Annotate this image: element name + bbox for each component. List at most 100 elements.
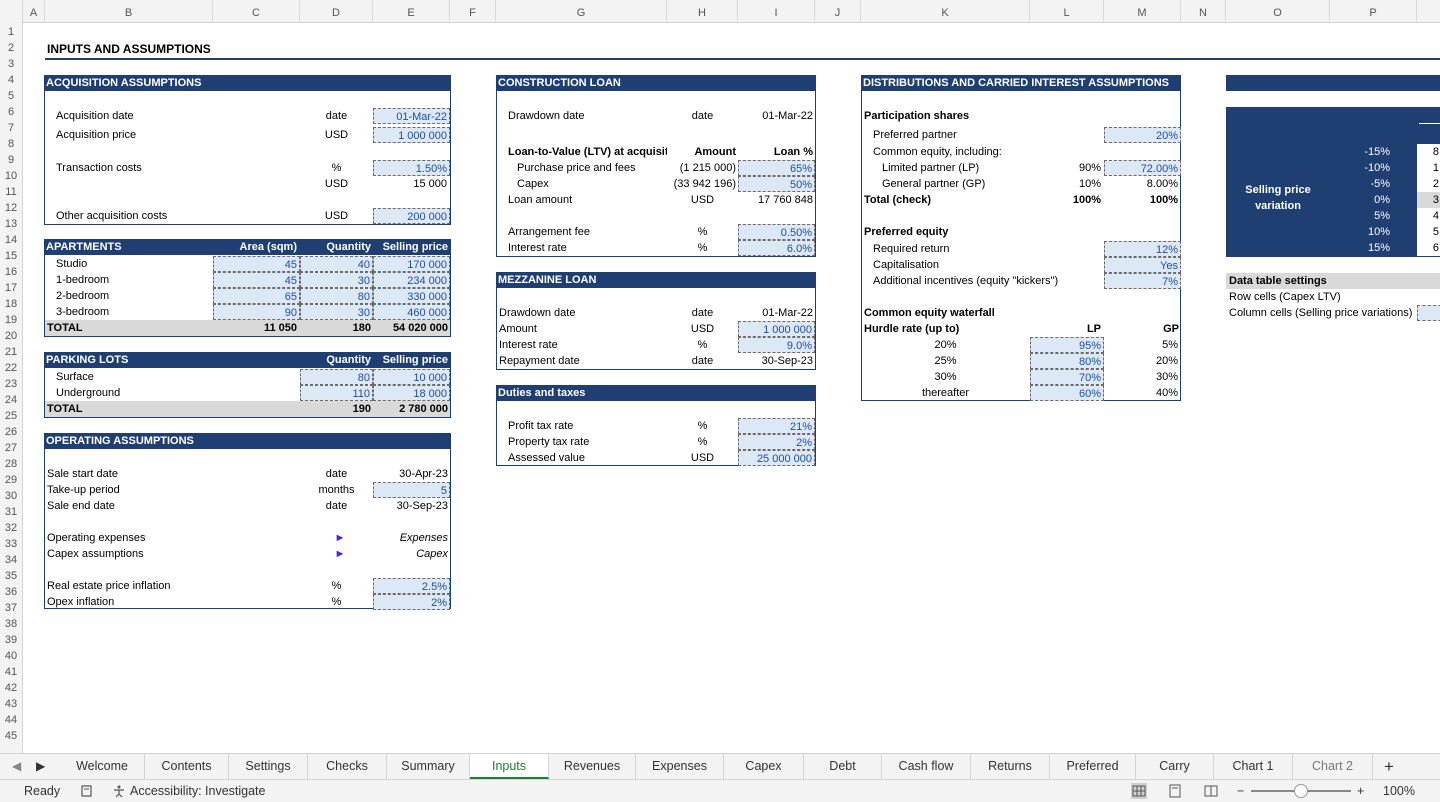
row-header[interactable]: 43 (4, 698, 18, 710)
row-header[interactable]: 28 (4, 458, 18, 470)
capex-ltv-input[interactable]: 50% (738, 176, 815, 192)
col-header-o[interactable]: O (1226, 0, 1330, 23)
sheet-tab[interactable]: Contents (145, 754, 229, 779)
sheet-tab[interactable]: Expenses (636, 754, 724, 779)
col-header-g[interactable]: G (496, 0, 667, 23)
apt-price-input[interactable]: 330 000 (373, 288, 450, 304)
select-all-corner[interactable] (0, 0, 23, 23)
zoom-out-icon[interactable]: − (1237, 784, 1245, 798)
col-header-j[interactable]: J (815, 0, 861, 23)
row-header[interactable]: 12 (4, 202, 18, 214)
row-header[interactable]: 25 (4, 410, 18, 422)
apt-area-input[interactable]: 45 (213, 272, 300, 288)
row-header[interactable]: 9 (7, 154, 15, 166)
lp-share-input[interactable]: 72.00% (1104, 160, 1181, 176)
opex-arrow-icon[interactable]: ► (334, 532, 346, 544)
property-tax-input[interactable]: 2% (738, 434, 815, 450)
col-header-k[interactable]: K (861, 0, 1030, 23)
mezz-amount-input[interactable]: 1 000 000 (738, 321, 815, 337)
column-cells-input[interactable] (1417, 305, 1440, 321)
row-header[interactable]: 23 (4, 378, 18, 390)
col-header-a[interactable]: A (23, 0, 45, 23)
row-header[interactable]: 16 (4, 266, 18, 278)
zoom-slider-thumb[interactable] (1294, 784, 1308, 798)
opex-link[interactable]: Expenses (399, 532, 448, 544)
hurdle-lp-input[interactable]: 60% (1030, 385, 1104, 401)
apt-price-input[interactable]: 234 000 (373, 272, 450, 288)
row-header[interactable]: 26 (4, 426, 18, 438)
macro-record-icon[interactable] (80, 783, 94, 797)
col-header-c[interactable]: C (213, 0, 300, 23)
row-header[interactable]: 3 (7, 58, 15, 70)
sheet-tab[interactable]: Preferred (1050, 754, 1136, 779)
row-header[interactable]: 36 (4, 586, 18, 598)
parking-qty-input[interactable]: 110 (300, 385, 373, 401)
sensitivity-result-cell[interactable]: 1 (1417, 160, 1440, 176)
row-header[interactable]: 30 (4, 490, 18, 502)
take-up-input[interactable]: 5 (373, 482, 450, 498)
mezz-interest-input[interactable]: 9.0% (738, 337, 815, 353)
other-costs-input[interactable]: 200 000 (373, 208, 450, 224)
apt-qty-input[interactable]: 80 (300, 288, 373, 304)
parking-qty-input[interactable]: 80 (300, 369, 373, 385)
sheet-tab[interactable]: Revenues (549, 754, 636, 779)
sensitivity-result-cell[interactable]: 5 (1417, 224, 1440, 240)
row-header[interactable]: 14 (4, 234, 18, 246)
apt-qty-input[interactable]: 40 (300, 256, 373, 272)
row-header[interactable]: 27 (4, 442, 18, 454)
col-header-p[interactable]: P (1330, 0, 1417, 23)
sheet-tab[interactable]: Returns (971, 754, 1050, 779)
profit-tax-input[interactable]: 21% (738, 418, 815, 434)
parking-price-input[interactable]: 10 000 (373, 369, 450, 385)
zoom-in-icon[interactable]: + (1357, 784, 1365, 798)
opex-inflation-input[interactable]: 2% (373, 594, 450, 610)
capex-link[interactable]: Capex (416, 548, 448, 560)
row-header[interactable]: 17 (4, 282, 18, 294)
row-header[interactable]: 4 (7, 74, 15, 86)
apt-area-input[interactable]: 90 (213, 304, 300, 320)
row-header[interactable]: 7 (7, 122, 15, 134)
row-header[interactable]: 2 (7, 42, 15, 54)
row-header[interactable]: 35 (4, 570, 18, 582)
row-header[interactable]: 38 (4, 618, 18, 630)
row-header[interactable]: 37 (4, 602, 18, 614)
sensitivity-result-cell[interactable]: 8 (1417, 144, 1440, 160)
row-header[interactable]: 19 (4, 314, 18, 326)
row-header[interactable]: 24 (4, 394, 18, 406)
normal-view-icon[interactable] (1131, 783, 1147, 799)
sheet-tab[interactable]: Debt (804, 754, 882, 779)
apt-qty-input[interactable]: 30 (300, 272, 373, 288)
hurdle-lp-input[interactable]: 80% (1030, 353, 1104, 369)
row-header[interactable]: 1 (7, 26, 15, 38)
row-header[interactable]: 8 (7, 138, 15, 150)
row-header[interactable]: 41 (4, 666, 18, 678)
price-inflation-input[interactable]: 2.5% (373, 578, 450, 594)
row-header[interactable]: 31 (4, 506, 18, 518)
sensitivity-result-cell[interactable]: 4 (1417, 208, 1440, 224)
row-header[interactable]: 34 (4, 554, 18, 566)
preferred-partner-input[interactable]: 20% (1104, 127, 1181, 143)
sheet-tab[interactable]: Capex (724, 754, 804, 779)
required-return-input[interactable]: 12% (1104, 241, 1181, 257)
row-header[interactable]: 29 (4, 474, 18, 486)
row-header[interactable]: 40 (4, 650, 18, 662)
sheet-tab[interactable]: Settings (229, 754, 308, 779)
page-break-icon[interactable] (1203, 783, 1219, 799)
row-header[interactable]: 15 (4, 250, 18, 262)
row-header[interactable]: 33 (4, 538, 18, 550)
sheet-tab[interactable]: Chart 2 (1293, 754, 1373, 779)
sheet-tab[interactable]: Chart 1 (1214, 754, 1293, 779)
hurdle-lp-input[interactable]: 70% (1030, 369, 1104, 385)
row-header[interactable]: 42 (4, 682, 18, 694)
assessed-value-input[interactable]: 25 000 000 (738, 450, 815, 466)
row-header[interactable]: 39 (4, 634, 18, 646)
accessibility-status[interactable]: Accessibility: Investigate (130, 784, 266, 798)
col-header-h[interactable]: H (667, 0, 738, 23)
add-sheet-icon[interactable]: + (1384, 757, 1394, 776)
sensitivity-result-cell[interactable]: 6 (1417, 240, 1440, 256)
row-header[interactable]: 44 (4, 714, 18, 726)
col-header-d[interactable]: D (300, 0, 373, 23)
purchase-price-ltv-input[interactable]: 65% (738, 160, 815, 176)
capex-arrow-icon[interactable]: ► (334, 548, 346, 560)
apt-qty-input[interactable]: 30 (300, 304, 373, 320)
